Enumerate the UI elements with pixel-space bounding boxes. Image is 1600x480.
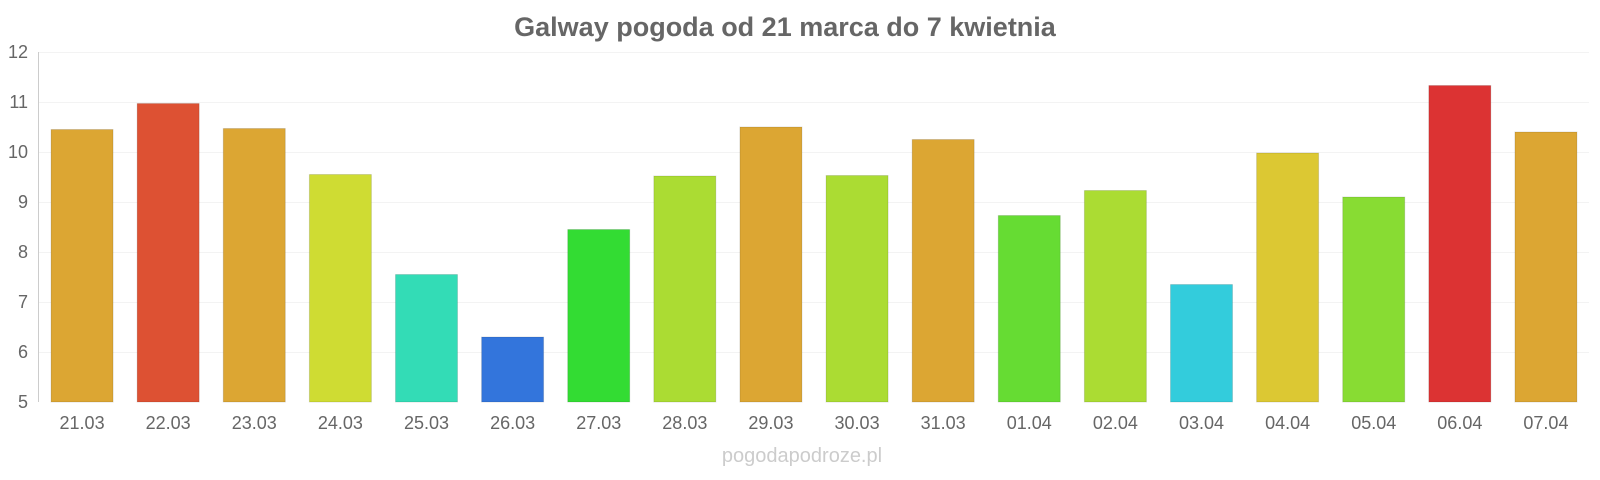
bar-23.03 [222,128,286,403]
y-tick-label: 5 [18,392,28,412]
y-axis-labels: 5 6 7 8 9 10 11 12 [8,42,28,412]
x-tick-label: 03.04 [1179,413,1224,433]
bar-03.04 [1170,284,1233,403]
bar-21.03 [50,129,114,403]
x-tick-label: 06.04 [1437,413,1482,433]
bar-05.04 [1342,196,1406,403]
y-tick-label: 11 [9,92,28,112]
bars [50,85,1578,403]
x-tick-label: 05.04 [1351,413,1396,433]
bar-26.03 [481,336,545,403]
x-tick-label: 02.04 [1093,413,1138,433]
x-tick-label: 04.04 [1265,413,1310,433]
bar-30.03 [825,175,889,403]
chart-title: Galway pogoda od 21 marca do 7 kwietnia [514,12,1057,42]
y-tick-label: 7 [18,292,28,312]
x-tick-label: 30.03 [835,413,880,433]
x-tick-label: 23.03 [232,413,277,433]
bar-07.04 [1514,131,1578,403]
y-tick-label: 12 [8,42,28,62]
y-tick-label: 6 [18,342,28,362]
bar-01.04 [997,215,1061,403]
bar-06.04 [1428,85,1492,403]
x-tick-label: 24.03 [318,413,363,433]
bar-04.04 [1256,152,1320,403]
watermark: pogodapodroze.pl [722,445,882,467]
x-tick-label: 21.03 [60,413,105,433]
bar-31.03 [911,139,975,403]
bar-02.04 [1083,190,1147,403]
y-tick-label: 10 [8,142,28,162]
x-tick-label: 25.03 [404,413,449,433]
x-tick-label: 29.03 [748,413,793,433]
x-tick-label: 28.03 [662,413,707,433]
y-tick-label: 9 [18,192,28,212]
x-tick-label: 31.03 [921,413,966,433]
bar-29.03 [739,126,803,403]
x-tick-label: 27.03 [576,413,621,433]
x-tick-label: 01.04 [1007,413,1052,433]
bar-25.03 [395,274,458,403]
x-tick-label: 22.03 [146,413,191,433]
bar-24.03 [308,174,372,403]
x-tick-label: 26.03 [490,413,535,433]
gridlines [39,52,1589,353]
bar-22.03 [136,103,200,403]
y-tick-label: 8 [18,242,28,262]
bar-27.03 [567,229,631,403]
x-tick-label: 07.04 [1523,413,1568,433]
bar-28.03 [653,175,717,403]
x-axis-labels: 21.03 22.03 23.03 24.03 25.03 26.03 27.03 28.03… [60,413,1569,433]
